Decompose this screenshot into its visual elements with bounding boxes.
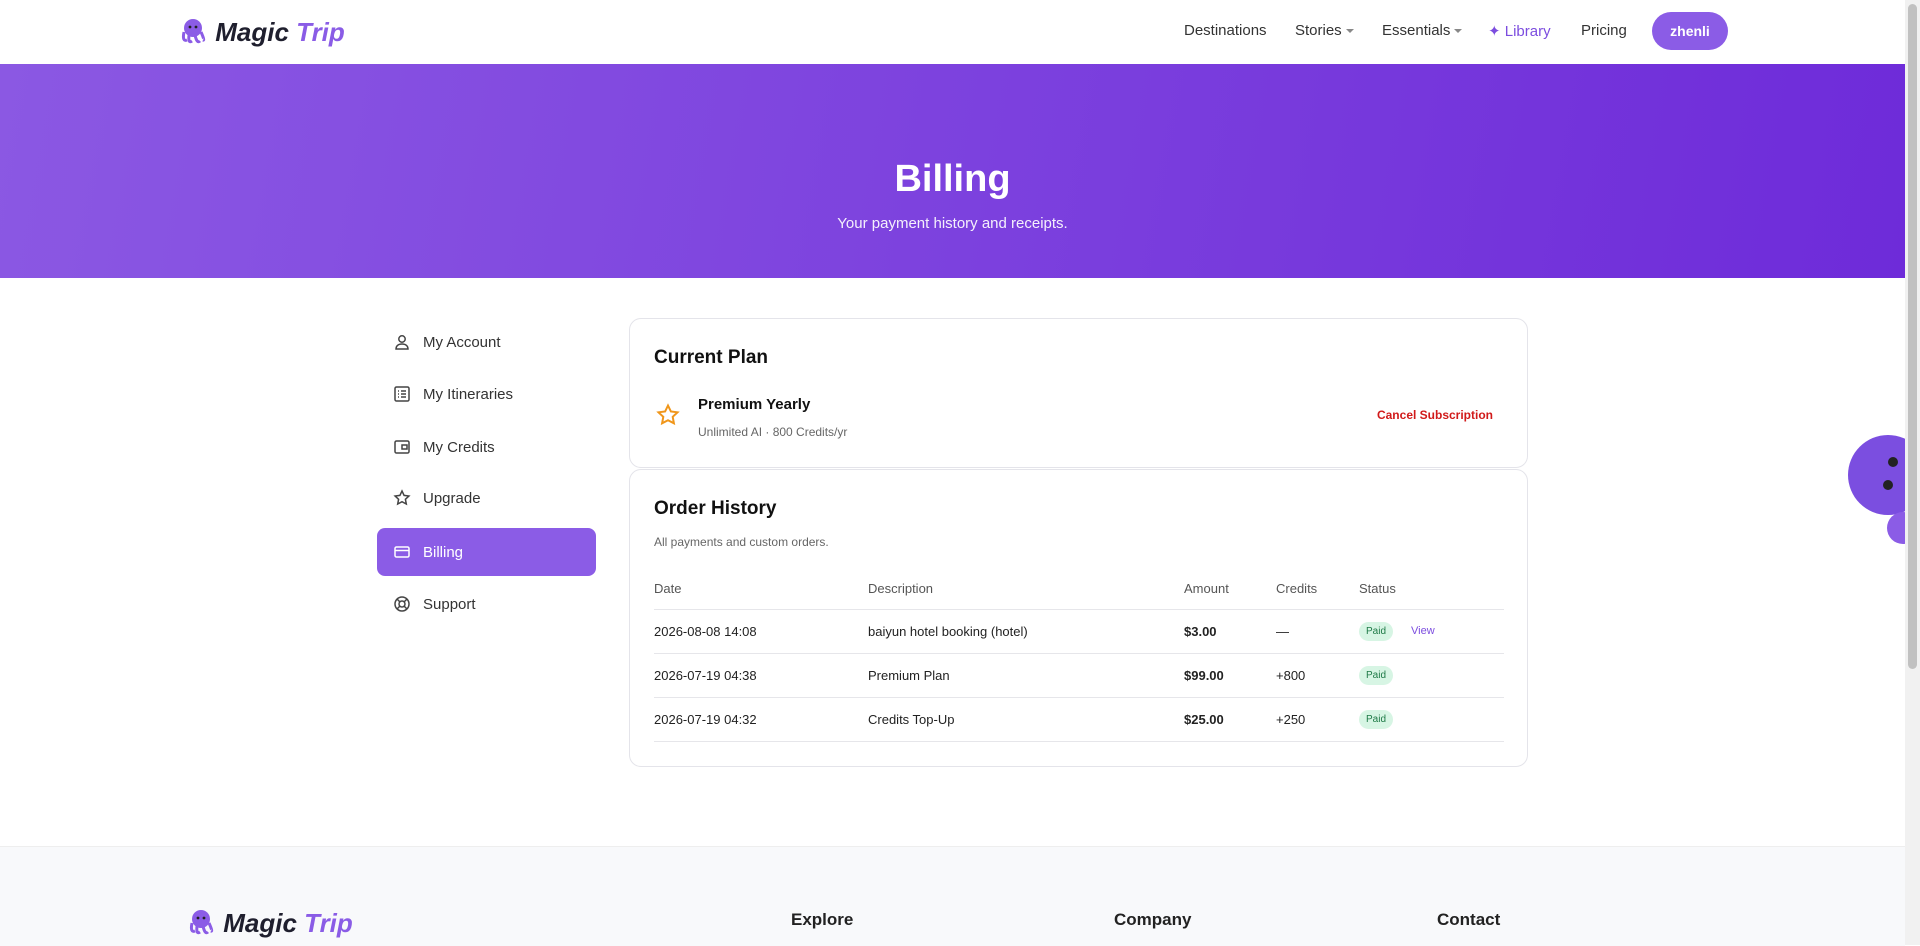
table-cell: +800 [1276, 668, 1306, 683]
mascot-decoration [1848, 435, 1905, 544]
nav-link[interactable]: ✦ Library [1488, 23, 1551, 40]
sidebar-label: My Itineraries [423, 385, 514, 403]
order-history-card: Order History All payments and custom or… [629, 469, 1528, 767]
nav-link[interactable]: Destinations [1184, 22, 1267, 39]
sidebar-label: Billing [423, 543, 464, 561]
table-cell: — [1276, 624, 1289, 639]
star-icon [656, 403, 680, 426]
sidebar-label: Support [423, 595, 476, 613]
nav-link[interactable]: Essentials [1382, 22, 1463, 39]
table-cell: $99.00 [1184, 668, 1224, 683]
logo-text: Trip [304, 908, 353, 938]
table-cell: Premium Plan [868, 668, 950, 683]
status-badge: Paid [1359, 710, 1394, 729]
cancel-subscription[interactable]: Cancel Subscription [1376, 408, 1493, 422]
table-cell: baiyun hotel booking (hotel) [868, 624, 1028, 639]
nav-link-text: Stories [1295, 22, 1342, 39]
table-divider [654, 609, 1504, 610]
table-header: Credits [1276, 581, 1318, 596]
status-badge: Paid [1359, 622, 1394, 641]
table-divider [654, 697, 1504, 698]
card-subtitle: All payments and custom orders. [654, 535, 829, 549]
table-cell: +250 [1276, 712, 1306, 727]
status-badge: Paid [1359, 666, 1394, 685]
table-header: Description [868, 581, 934, 596]
nav-link-text: Essentials [1382, 22, 1451, 39]
footer-heading: Company [1114, 910, 1192, 929]
plan-name: Premium Yearly [698, 396, 811, 413]
table-cell: $25.00 [1184, 712, 1224, 727]
logo-text: Trip [296, 17, 345, 47]
table-cell: 2026-07-19 04:32 [654, 712, 757, 727]
table-cell: Credits Top-Up [868, 712, 955, 727]
logo-text: Magic [215, 17, 289, 47]
nav-link-text: Library [1504, 23, 1551, 40]
footer-heading: Contact [1437, 910, 1501, 929]
card-title: Current Plan [654, 347, 769, 368]
table-header: Status [1359, 581, 1396, 596]
sidebar-item[interactable]: Upgrade [377, 474, 596, 522]
sidebar-label: My Credits [423, 438, 495, 456]
sidebar-item[interactable]: My Account [377, 318, 596, 366]
table-cell: $3.00 [1184, 624, 1217, 639]
table-divider [654, 653, 1504, 654]
footer-logo[interactable]: Magic Trip [186, 907, 353, 939]
hero: Billing Your payment history and receipt… [0, 64, 1905, 278]
sidebar-item[interactable]: Support [377, 580, 596, 628]
sidebar-label: Upgrade [423, 489, 481, 507]
hero-subtitle: Your payment history and receipts. [837, 215, 1068, 232]
sidebar-label: My Account [423, 333, 501, 351]
user-button[interactable]: zhenli [1652, 12, 1728, 50]
logo[interactable]: Magic Trip [178, 16, 345, 48]
logo-text: Magic [223, 908, 297, 938]
footer-heading: Explore [791, 910, 854, 929]
table-header: Date [654, 581, 682, 596]
plan-details: Unlimited AI · 800 Credits/yr [698, 425, 848, 439]
table-cell: 2026-08-08 14:08 [654, 624, 757, 639]
hero-title: Billing [894, 158, 1011, 200]
sidebar-item[interactable]: My Itineraries [377, 370, 596, 418]
view-link[interactable]: View [1411, 625, 1435, 637]
scrollbar[interactable] [1905, 0, 1920, 945]
table-header: Amount [1184, 581, 1229, 596]
sidebar-item[interactable]: My Credits [377, 423, 596, 471]
card-title: Order History [654, 498, 777, 519]
sidebar-item[interactable]: Billing [377, 528, 596, 576]
top-nav: Magic Trip Destinations Stories Essentia… [0, 0, 1905, 65]
nav-link[interactable]: Pricing [1581, 22, 1627, 39]
table-cell: 2026-07-19 04:38 [654, 668, 757, 683]
table-divider [654, 741, 1504, 742]
footer: Magic Trip [0, 846, 1905, 946]
nav-link[interactable]: Stories [1295, 22, 1354, 39]
current-plan-card: Current Plan Premium Yearly Unlimited AI… [629, 318, 1528, 468]
